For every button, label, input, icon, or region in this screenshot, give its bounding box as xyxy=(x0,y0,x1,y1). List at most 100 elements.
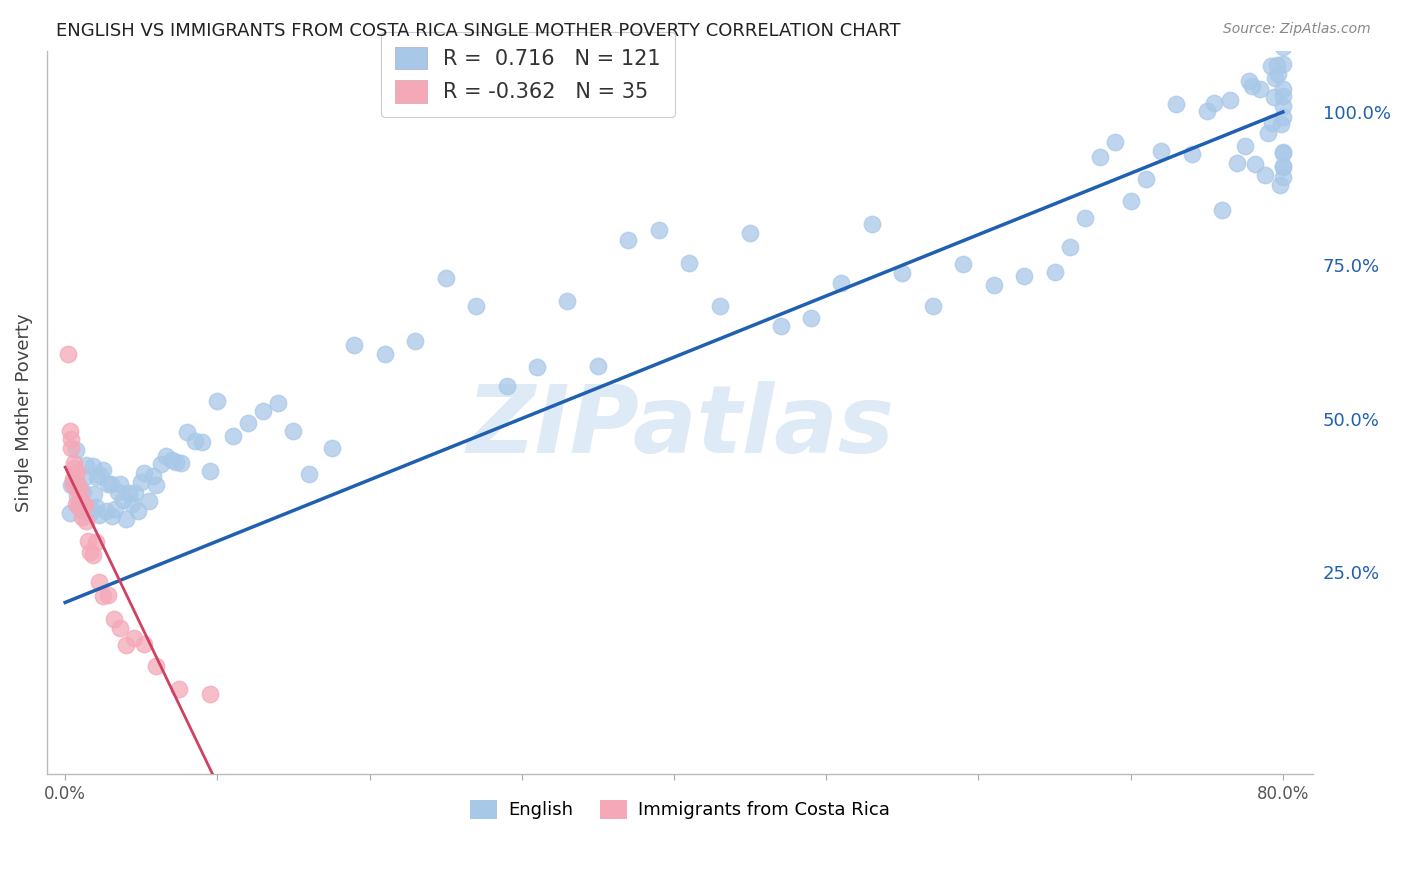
Point xyxy=(557,293,579,308)
Point xyxy=(1012,269,1035,284)
Point xyxy=(65,481,87,495)
Point xyxy=(145,477,167,491)
Point xyxy=(860,217,883,231)
Point xyxy=(267,396,290,410)
Point xyxy=(66,489,89,503)
Point xyxy=(1271,145,1294,159)
Point xyxy=(1253,169,1275,183)
Point xyxy=(118,485,141,500)
Point xyxy=(69,493,91,508)
Point xyxy=(1074,211,1097,225)
Point xyxy=(1059,240,1081,254)
Point xyxy=(1271,159,1294,173)
Point xyxy=(1271,89,1294,103)
Point xyxy=(1271,99,1294,113)
Point xyxy=(1104,135,1126,149)
Point xyxy=(72,485,94,500)
Point xyxy=(221,429,243,443)
Text: ENGLISH VS IMMIGRANTS FROM COSTA RICA SINGLE MOTHER POVERTY CORRELATION CHART: ENGLISH VS IMMIGRANTS FROM COSTA RICA SI… xyxy=(56,22,901,40)
Point xyxy=(62,477,84,491)
Point xyxy=(62,472,84,486)
Point xyxy=(1271,160,1294,174)
Point xyxy=(80,501,103,516)
Point xyxy=(122,632,145,646)
Point xyxy=(298,467,321,481)
Point xyxy=(82,458,104,473)
Point xyxy=(115,638,138,652)
Point xyxy=(1264,71,1286,86)
Point xyxy=(321,441,343,455)
Point xyxy=(183,434,205,449)
Point xyxy=(1088,150,1111,164)
Point xyxy=(66,465,89,479)
Point xyxy=(79,507,101,521)
Point xyxy=(69,491,91,505)
Point xyxy=(169,682,191,697)
Text: Source: ZipAtlas.com: Source: ZipAtlas.com xyxy=(1223,22,1371,37)
Point xyxy=(983,277,1005,292)
Point xyxy=(127,504,149,518)
Point xyxy=(77,503,100,517)
Point xyxy=(101,509,124,524)
Point xyxy=(1219,93,1241,107)
Point xyxy=(67,500,90,514)
Point xyxy=(1257,126,1279,140)
Point xyxy=(1166,97,1188,112)
Point xyxy=(103,611,125,625)
Point xyxy=(67,479,90,493)
Point xyxy=(84,500,107,514)
Point xyxy=(150,457,173,471)
Point xyxy=(1150,144,1173,158)
Point xyxy=(87,575,110,590)
Point xyxy=(142,469,165,483)
Point xyxy=(100,477,122,491)
Point xyxy=(1260,59,1282,73)
Point xyxy=(1271,111,1294,125)
Point xyxy=(121,498,143,512)
Point xyxy=(1268,178,1291,192)
Point xyxy=(65,443,87,458)
Point xyxy=(60,442,83,456)
Point xyxy=(77,534,100,549)
Point xyxy=(73,498,96,512)
Point xyxy=(1195,103,1218,118)
Point xyxy=(1271,81,1294,95)
Point xyxy=(207,394,229,409)
Point xyxy=(155,450,177,464)
Point xyxy=(648,223,671,237)
Point xyxy=(160,453,183,467)
Point xyxy=(82,549,104,563)
Point xyxy=(91,463,114,477)
Point xyxy=(1267,67,1289,81)
Point xyxy=(73,470,96,484)
Y-axis label: Single Mother Poverty: Single Mother Poverty xyxy=(15,313,32,512)
Point xyxy=(83,487,105,501)
Point xyxy=(176,425,198,440)
Point xyxy=(1119,194,1142,208)
Legend: English, Immigrants from Costa Rica: English, Immigrants from Costa Rica xyxy=(463,793,897,827)
Point xyxy=(84,535,107,549)
Point xyxy=(104,502,127,516)
Point xyxy=(1241,79,1264,94)
Point xyxy=(70,509,93,524)
Point xyxy=(62,475,84,490)
Point xyxy=(86,470,108,484)
Text: ZIPatlas: ZIPatlas xyxy=(465,381,894,473)
Point xyxy=(1180,146,1202,161)
Point xyxy=(1270,117,1292,131)
Point xyxy=(66,476,89,491)
Point xyxy=(1211,203,1233,218)
Point xyxy=(1226,156,1249,170)
Point xyxy=(1271,56,1294,70)
Point xyxy=(72,498,94,512)
Point xyxy=(63,456,86,470)
Point xyxy=(165,455,187,469)
Point xyxy=(75,458,97,472)
Point xyxy=(198,688,221,702)
Point xyxy=(69,483,91,498)
Point xyxy=(236,416,259,430)
Point xyxy=(124,486,146,500)
Point xyxy=(1135,172,1157,186)
Point xyxy=(1233,139,1256,153)
Point xyxy=(434,271,457,285)
